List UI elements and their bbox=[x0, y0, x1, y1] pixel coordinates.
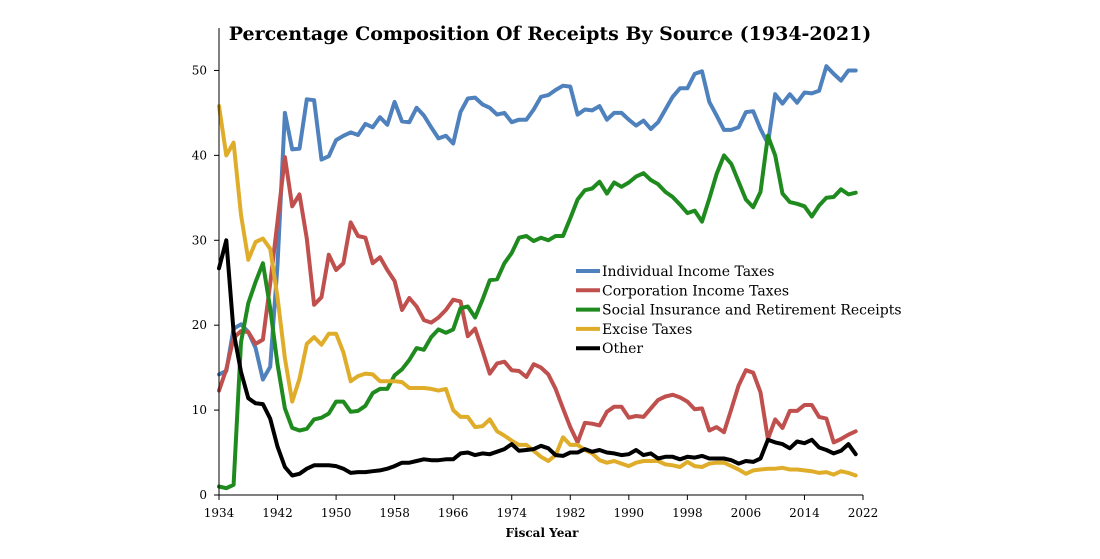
legend-label-individual-income-taxes: Individual Income Taxes bbox=[602, 264, 774, 280]
legend-label-other: Other bbox=[602, 341, 643, 357]
x-tick-label: 1934 bbox=[204, 506, 235, 520]
y-tick-label: 10 bbox=[192, 403, 207, 417]
x-tick-label: 2014 bbox=[789, 506, 820, 520]
legend-label-corporation-income-taxes: Corporation Income Taxes bbox=[602, 283, 789, 299]
x-tick-label: 1966 bbox=[438, 506, 469, 520]
series-line-social-insurance-and-retirement-receipts bbox=[217, 133, 858, 491]
x-axis-label: Fiscal Year bbox=[506, 526, 580, 540]
legend: Individual Income Taxes Corporation Incom… bbox=[576, 264, 902, 357]
x-tick-label: 1942 bbox=[262, 506, 293, 520]
x-tick-label: 1982 bbox=[555, 506, 586, 520]
series-line-individual-income-taxes bbox=[217, 64, 858, 382]
x-tick-label: 1958 bbox=[379, 506, 410, 520]
y-tick-label: 20 bbox=[192, 318, 207, 332]
x-tick-label: 1998 bbox=[672, 506, 703, 520]
axes: 0 10 20 30 40 50 1934 1942 1950 1958 1966 1974 1982 1… bbox=[192, 28, 879, 520]
y-tick-label: 0 bbox=[199, 488, 207, 502]
y-tick-label: 40 bbox=[192, 148, 207, 162]
series-line-excise-taxes bbox=[217, 104, 858, 478]
series-line-other bbox=[217, 238, 858, 478]
chart-title: Percentage Composition Of Receipts By So… bbox=[229, 23, 872, 45]
y-tick-label: 50 bbox=[192, 63, 207, 77]
x-tick-label: 1950 bbox=[321, 506, 352, 520]
legend-label-excise-taxes: Excise Taxes bbox=[602, 322, 692, 338]
y-tick-label: 30 bbox=[192, 233, 207, 247]
x-tick-label: 1974 bbox=[496, 506, 527, 520]
x-tick-label: 2006 bbox=[731, 506, 762, 520]
x-tick-label: 1990 bbox=[614, 506, 645, 520]
series-line-corporation-income-taxes bbox=[217, 155, 858, 445]
legend-label-social-insurance-and-retirement-receipts: Social Insurance and Retirement Receipts bbox=[602, 303, 902, 319]
plot-area bbox=[217, 64, 858, 491]
x-tick-label: 2022 bbox=[848, 506, 879, 520]
